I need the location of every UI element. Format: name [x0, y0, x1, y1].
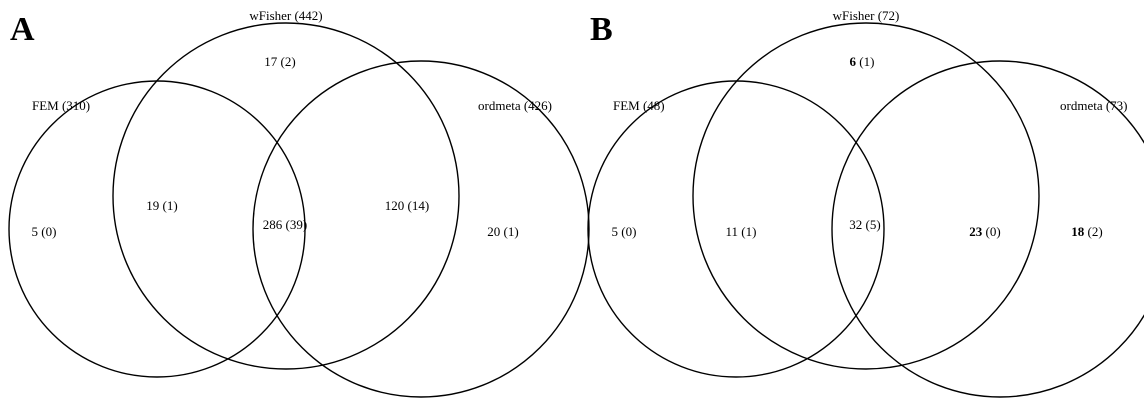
panel-b-wfisher-label: wFisher (72) — [833, 8, 900, 23]
panel-a-region-fem-only: 5 (0) — [32, 224, 57, 239]
panel-b-fem-label: FEM (48) — [613, 98, 665, 113]
panel-a-region-wfisher-ordmeta: 120 (14) — [385, 198, 429, 213]
panel-b-ordmeta-label: ordmeta (73) — [1060, 98, 1128, 113]
panel-b-region-wfisher-only: 6 (1) — [850, 54, 875, 69]
panel-a-letter: A — [10, 11, 35, 48]
panel-a-region-wfisher-only: 17 (2) — [264, 54, 295, 69]
panel-a: A wFisher (442) FEM (310) ordmeta (426) … — [8, 8, 590, 398]
panel-b-wfisher-circle — [692, 22, 1040, 370]
panel-b-region-fem-only: 5 (0) — [612, 224, 637, 239]
panel-a-region-all-three: 286 (39) — [263, 217, 307, 232]
panel-a-region-ordmeta-only: 20 (1) — [487, 224, 518, 239]
panel-a-ordmeta-label: ordmeta (426) — [478, 98, 552, 113]
panel-b-region-wfisher-ordmeta: 23 (0) — [969, 224, 1000, 239]
panel-b-region-fem-wfisher: 11 (1) — [726, 224, 757, 239]
panel-b-region-ordmeta-only: 18 (2) — [1071, 224, 1102, 239]
panel-b-letter: B — [590, 11, 613, 48]
panel-b: B wFisher (72) FEM (48) ordmeta (73) 6 (… — [587, 8, 1144, 398]
panel-a-fem-label: FEM (310) — [32, 98, 90, 113]
panel-a-ordmeta-circle — [252, 60, 590, 398]
panel-b-region-all-three: 32 (5) — [849, 217, 880, 232]
panel-a-wfisher-label: wFisher (442) — [249, 8, 322, 23]
panel-b-ordmeta-circle — [831, 60, 1144, 398]
panel-a-wfisher-circle — [112, 22, 460, 370]
panel-a-region-fem-wfisher: 19 (1) — [146, 198, 177, 213]
